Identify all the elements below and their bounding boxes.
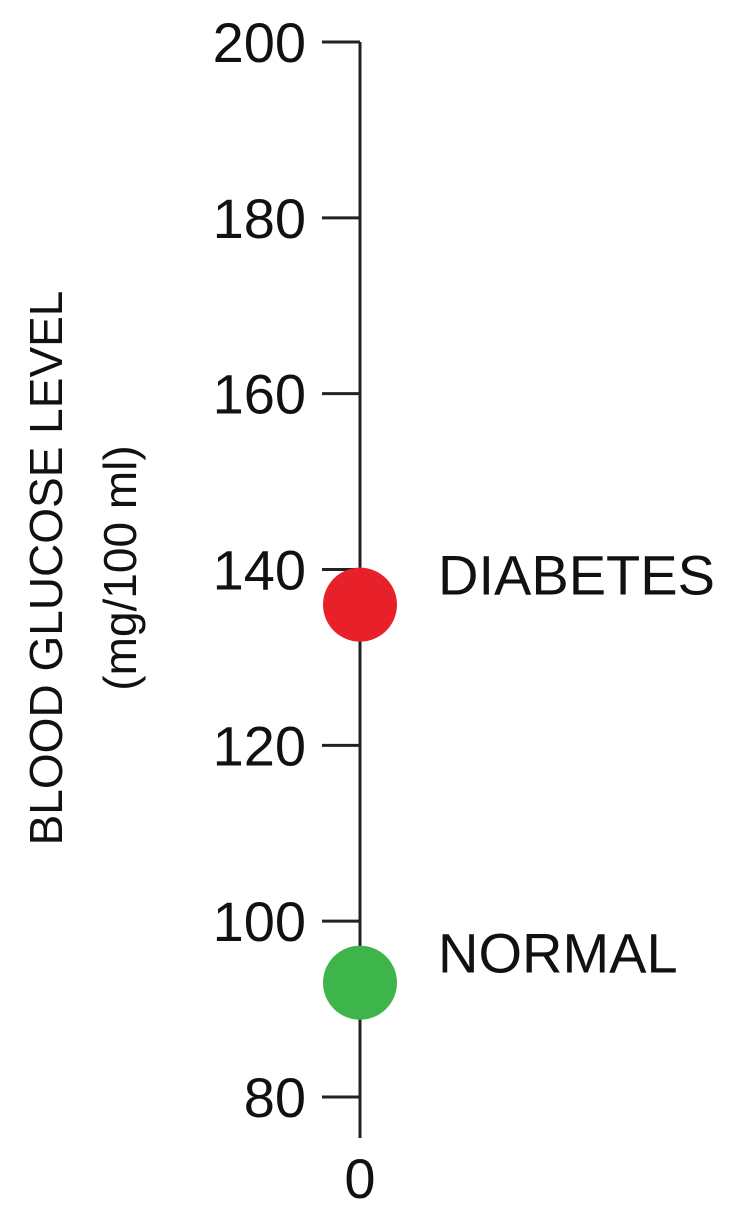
y-axis-unit-label: (mg/100 ml) xyxy=(94,445,146,690)
y-tick-label: 200 xyxy=(213,11,306,74)
data-points: DIABETES NORMAL xyxy=(323,544,715,1020)
x-axis-ticks: 0 xyxy=(344,1147,375,1210)
y-tick-label: 180 xyxy=(213,187,306,250)
data-point-diabetes xyxy=(323,567,397,642)
y-tick-label: 80 xyxy=(244,1066,306,1129)
x-tick-label: 0 xyxy=(344,1147,375,1210)
y-tick-label: 100 xyxy=(213,890,306,953)
y-tick-label: 140 xyxy=(213,539,306,602)
y-axis-title: BLOOD GLUCOSE LEVEL (mg/100 ml) xyxy=(20,291,146,846)
y-tick-label: 120 xyxy=(213,714,306,777)
annotation-normal: NORMAL xyxy=(438,922,678,985)
y-axis-ticks: 80 100 120 140 160 180 200 xyxy=(213,11,360,1129)
y-tick-label: 160 xyxy=(213,363,306,426)
annotation-diabetes: DIABETES xyxy=(438,544,715,607)
y-axis-label: BLOOD GLUCOSE LEVEL xyxy=(20,291,72,846)
data-point-normal xyxy=(323,945,397,1020)
